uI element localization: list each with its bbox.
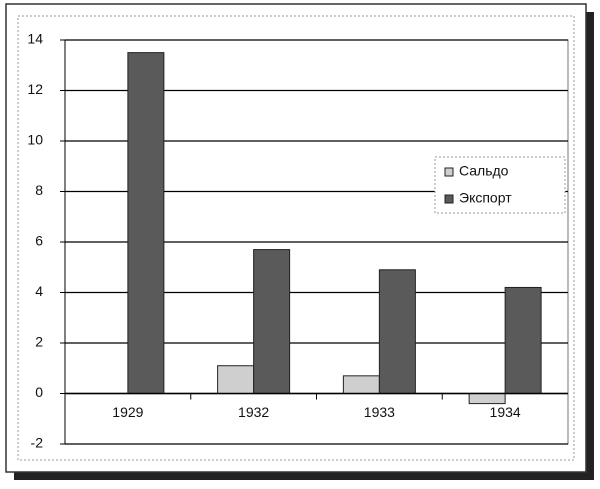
y-tick-label: 2 — [35, 334, 43, 350]
y-tick-label: 14 — [27, 31, 43, 47]
bar — [342, 375, 380, 395]
legend-box — [434, 156, 566, 214]
y-tick-label: 6 — [35, 233, 43, 249]
bar — [253, 249, 291, 394]
chart-area — [17, 15, 575, 461]
y-tick-label: 8 — [35, 182, 43, 198]
y-tick-label: 4 — [35, 283, 43, 299]
legend-swatch — [444, 167, 454, 177]
y-tick-label: 10 — [27, 132, 43, 148]
legend-label: Сальдо — [459, 163, 509, 179]
y-tick-label: 12 — [27, 81, 43, 97]
x-tick-label: 1932 — [238, 404, 269, 420]
legend-label: Экспорт — [459, 190, 512, 206]
y-tick-label: 0 — [35, 384, 43, 400]
x-tick-label: 1934 — [490, 404, 521, 420]
bar — [217, 365, 255, 395]
legend-swatch — [444, 194, 454, 204]
bar — [468, 393, 506, 405]
x-tick-label: 1929 — [112, 404, 143, 420]
y-tick-label: -2 — [31, 435, 44, 451]
bar — [378, 269, 416, 394]
bar — [504, 286, 542, 395]
x-tick-label: 1933 — [364, 404, 395, 420]
bar — [127, 52, 165, 394]
